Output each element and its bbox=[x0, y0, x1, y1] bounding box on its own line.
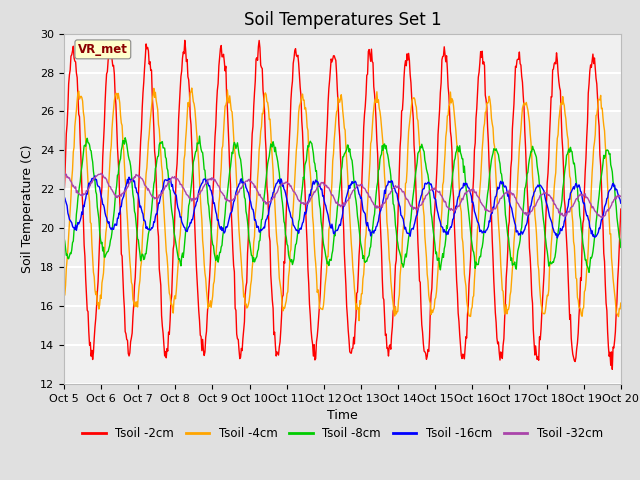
Tsoil -2cm bbox=[214, 81, 222, 86]
Legend: Tsoil -2cm, Tsoil -4cm, Tsoil -8cm, Tsoil -16cm, Tsoil -32cm: Tsoil -2cm, Tsoil -4cm, Tsoil -8cm, Tsoi… bbox=[77, 422, 607, 444]
Tsoil -4cm bbox=[214, 217, 222, 223]
Tsoil -16cm bbox=[617, 200, 625, 206]
Tsoil -16cm bbox=[214, 216, 222, 222]
Tsoil -4cm bbox=[60, 292, 68, 298]
Tsoil -32cm bbox=[60, 172, 68, 178]
Tsoil -8cm bbox=[428, 210, 435, 216]
Tsoil -8cm bbox=[127, 170, 135, 176]
Line: Tsoil -8cm: Tsoil -8cm bbox=[64, 136, 621, 272]
Tsoil -2cm bbox=[181, 37, 189, 43]
Text: VR_met: VR_met bbox=[78, 43, 128, 56]
Tsoil -32cm bbox=[411, 205, 419, 211]
Tsoil -4cm bbox=[617, 300, 625, 306]
Tsoil -16cm bbox=[70, 225, 78, 230]
Tsoil -8cm bbox=[184, 214, 192, 220]
Tsoil -2cm bbox=[60, 194, 68, 200]
Tsoil -4cm bbox=[412, 102, 419, 108]
Tsoil -2cm bbox=[127, 335, 135, 341]
Tsoil -4cm bbox=[355, 318, 363, 324]
Title: Soil Temperatures Set 1: Soil Temperatures Set 1 bbox=[244, 11, 441, 29]
Tsoil -16cm bbox=[185, 224, 193, 230]
Tsoil -16cm bbox=[411, 220, 419, 226]
Tsoil -8cm bbox=[214, 259, 222, 265]
Line: Tsoil -2cm: Tsoil -2cm bbox=[64, 40, 621, 370]
Tsoil -32cm bbox=[214, 183, 222, 189]
Tsoil -2cm bbox=[70, 55, 78, 61]
Tsoil -32cm bbox=[70, 184, 78, 190]
X-axis label: Time: Time bbox=[327, 409, 358, 422]
Line: Tsoil -4cm: Tsoil -4cm bbox=[64, 88, 621, 321]
Line: Tsoil -32cm: Tsoil -32cm bbox=[64, 173, 621, 218]
Tsoil -2cm bbox=[617, 206, 625, 212]
Line: Tsoil -16cm: Tsoil -16cm bbox=[64, 176, 621, 238]
Tsoil -8cm bbox=[585, 269, 593, 275]
Tsoil -32cm bbox=[185, 194, 193, 200]
Tsoil -32cm bbox=[97, 170, 105, 176]
Tsoil -8cm bbox=[60, 235, 68, 240]
Tsoil -32cm bbox=[617, 193, 625, 199]
Tsoil -32cm bbox=[598, 215, 605, 221]
Tsoil -4cm bbox=[428, 307, 436, 313]
Tsoil -4cm bbox=[70, 144, 78, 150]
Tsoil -16cm bbox=[91, 173, 99, 179]
Tsoil -4cm bbox=[127, 279, 135, 285]
Tsoil -32cm bbox=[428, 187, 435, 193]
Tsoil -2cm bbox=[609, 367, 616, 372]
Tsoil -16cm bbox=[554, 235, 561, 241]
Tsoil -32cm bbox=[128, 178, 136, 183]
Tsoil -16cm bbox=[60, 194, 68, 200]
Tsoil -2cm bbox=[411, 154, 419, 159]
Tsoil -16cm bbox=[128, 177, 136, 182]
Y-axis label: Soil Temperature (C): Soil Temperature (C) bbox=[22, 144, 35, 273]
Tsoil -8cm bbox=[617, 245, 625, 251]
Tsoil -8cm bbox=[70, 227, 78, 233]
Tsoil -16cm bbox=[428, 181, 435, 187]
Tsoil -4cm bbox=[184, 100, 192, 106]
Tsoil -4cm bbox=[188, 85, 196, 91]
Tsoil -8cm bbox=[196, 133, 204, 139]
Tsoil -8cm bbox=[411, 178, 419, 183]
Tsoil -2cm bbox=[428, 292, 435, 298]
Tsoil -2cm bbox=[185, 77, 193, 83]
